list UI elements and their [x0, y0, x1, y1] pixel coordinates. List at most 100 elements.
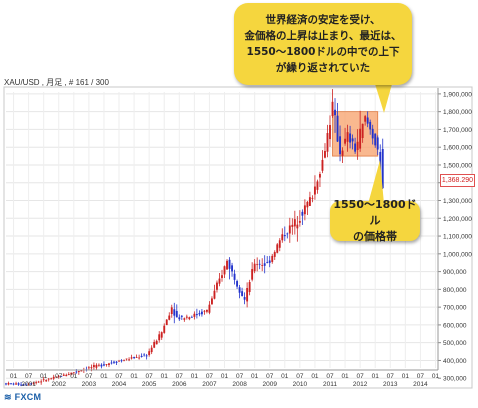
x-month-label: 01: [100, 373, 108, 380]
candle-body: [108, 363, 110, 365]
candle-body: [223, 266, 226, 275]
candle-body: [321, 159, 324, 171]
candle-body: [140, 355, 143, 357]
y-tick-label: 1,200,000: [443, 216, 472, 223]
candle-body: [138, 357, 141, 359]
fxcm-logo: ≋ FXCM: [4, 392, 42, 402]
chart-border: [3, 86, 473, 389]
candle-body: [190, 316, 193, 318]
x-year-label: 2009: [262, 381, 277, 388]
x-month-label: 07: [55, 373, 63, 380]
candle-body: [336, 115, 339, 142]
candle-body: [50, 378, 53, 380]
candle-body: [324, 150, 326, 158]
candle-body: [263, 263, 266, 266]
candle-body: [105, 364, 108, 365]
candle-body: [303, 205, 306, 215]
candle-body: [208, 304, 211, 313]
x-month-label: 07: [296, 373, 304, 380]
candle-body: [5, 383, 7, 385]
candle-body: [374, 133, 377, 146]
x-month-label: 01: [130, 373, 138, 380]
candle-body: [261, 265, 264, 266]
candle-body: [205, 309, 208, 312]
x-year-label: 2013: [383, 381, 398, 388]
y-tick-label: 1,600,000: [443, 145, 472, 152]
candle-body: [293, 219, 296, 227]
candle-body: [200, 311, 203, 315]
y-tick-label: 1,000,000: [443, 251, 472, 258]
candle-body: [158, 334, 161, 341]
candle-body: [133, 357, 136, 359]
candle-body: [278, 240, 281, 248]
candle-body: [185, 316, 188, 318]
candle-body: [331, 101, 334, 117]
callout-top-pointer: [375, 84, 392, 113]
candle-body: [364, 116, 367, 122]
candle-body: [316, 181, 319, 190]
y-tick-label: 1,100,000: [443, 234, 472, 241]
candle-body: [135, 357, 138, 358]
callout-top-line-4: が繰り返されていた: [275, 62, 371, 74]
candle-body: [256, 264, 259, 266]
x-month-label: 07: [25, 373, 33, 380]
x-month-label: 07: [236, 373, 244, 380]
candle-body: [95, 364, 98, 368]
candle-body: [346, 132, 349, 142]
candle-body: [155, 340, 158, 345]
candle-body: [203, 310, 206, 312]
callout-band-line-2: の価格帯: [353, 230, 397, 243]
candle-body: [334, 109, 336, 116]
candle-body: [25, 384, 28, 386]
candle-body: [153, 341, 156, 348]
candle-body: [173, 309, 176, 316]
x-month-label: 01: [191, 373, 199, 380]
x-year-label: 2002: [52, 381, 67, 388]
candle-body: [77, 371, 80, 373]
candle-body: [306, 201, 309, 208]
candle-body: [123, 360, 125, 362]
candle-body: [45, 380, 48, 382]
candle-body: [216, 282, 218, 290]
current-price-tag: 1,368.290: [440, 174, 475, 187]
candle-body: [32, 382, 35, 384]
candle-body: [118, 360, 120, 362]
x-month-label: 07: [266, 373, 274, 380]
candle-body: [313, 186, 316, 195]
candle-body: [248, 281, 251, 293]
candle-body: [233, 273, 236, 280]
candle-body: [193, 313, 196, 317]
candle-body: [271, 255, 274, 262]
y-tick-label: 1,300,000: [443, 198, 472, 205]
candle-body: [128, 359, 131, 361]
candle-body: [103, 364, 105, 366]
x-year-label: 2006: [172, 381, 187, 388]
candle-body: [115, 361, 118, 363]
candle-body: [62, 374, 65, 376]
x-month-label: 01: [221, 373, 229, 380]
candle-body: [87, 367, 90, 369]
x-year-label: 2011: [323, 381, 337, 388]
y-tick-label: 800,000: [443, 287, 467, 294]
candle-body: [30, 383, 33, 385]
candle-body: [221, 275, 223, 278]
candle-body: [80, 370, 83, 372]
y-tick-label: 300,000: [443, 376, 467, 383]
symbol-label: XAU/USD , 月足 , # 161 / 300: [4, 78, 109, 87]
candle-body: [339, 136, 341, 155]
y-axis: 300,000 400,000 500,000 600,000 700,000 800,0…: [437, 88, 472, 383]
x-month-label: 01: [161, 373, 169, 380]
y-tick-label: 1,800,000: [443, 109, 472, 116]
y-tick-label: 1,700,000: [443, 127, 472, 134]
candle-body: [359, 128, 362, 149]
candle-body: [67, 374, 70, 375]
x-month-label: 07: [387, 373, 395, 380]
callout-top: 世界経済の安定を受け、 金価格の上昇は止まり、最近は、 1550～1800ドルの…: [234, 3, 412, 85]
candle-body: [301, 211, 304, 216]
x-year-label: 2004: [112, 381, 127, 388]
candle-body: [7, 383, 10, 385]
candle-body: [276, 244, 279, 253]
candle-body: [218, 278, 221, 284]
x-month-label: 01: [402, 373, 410, 380]
candle-body: [110, 362, 113, 364]
